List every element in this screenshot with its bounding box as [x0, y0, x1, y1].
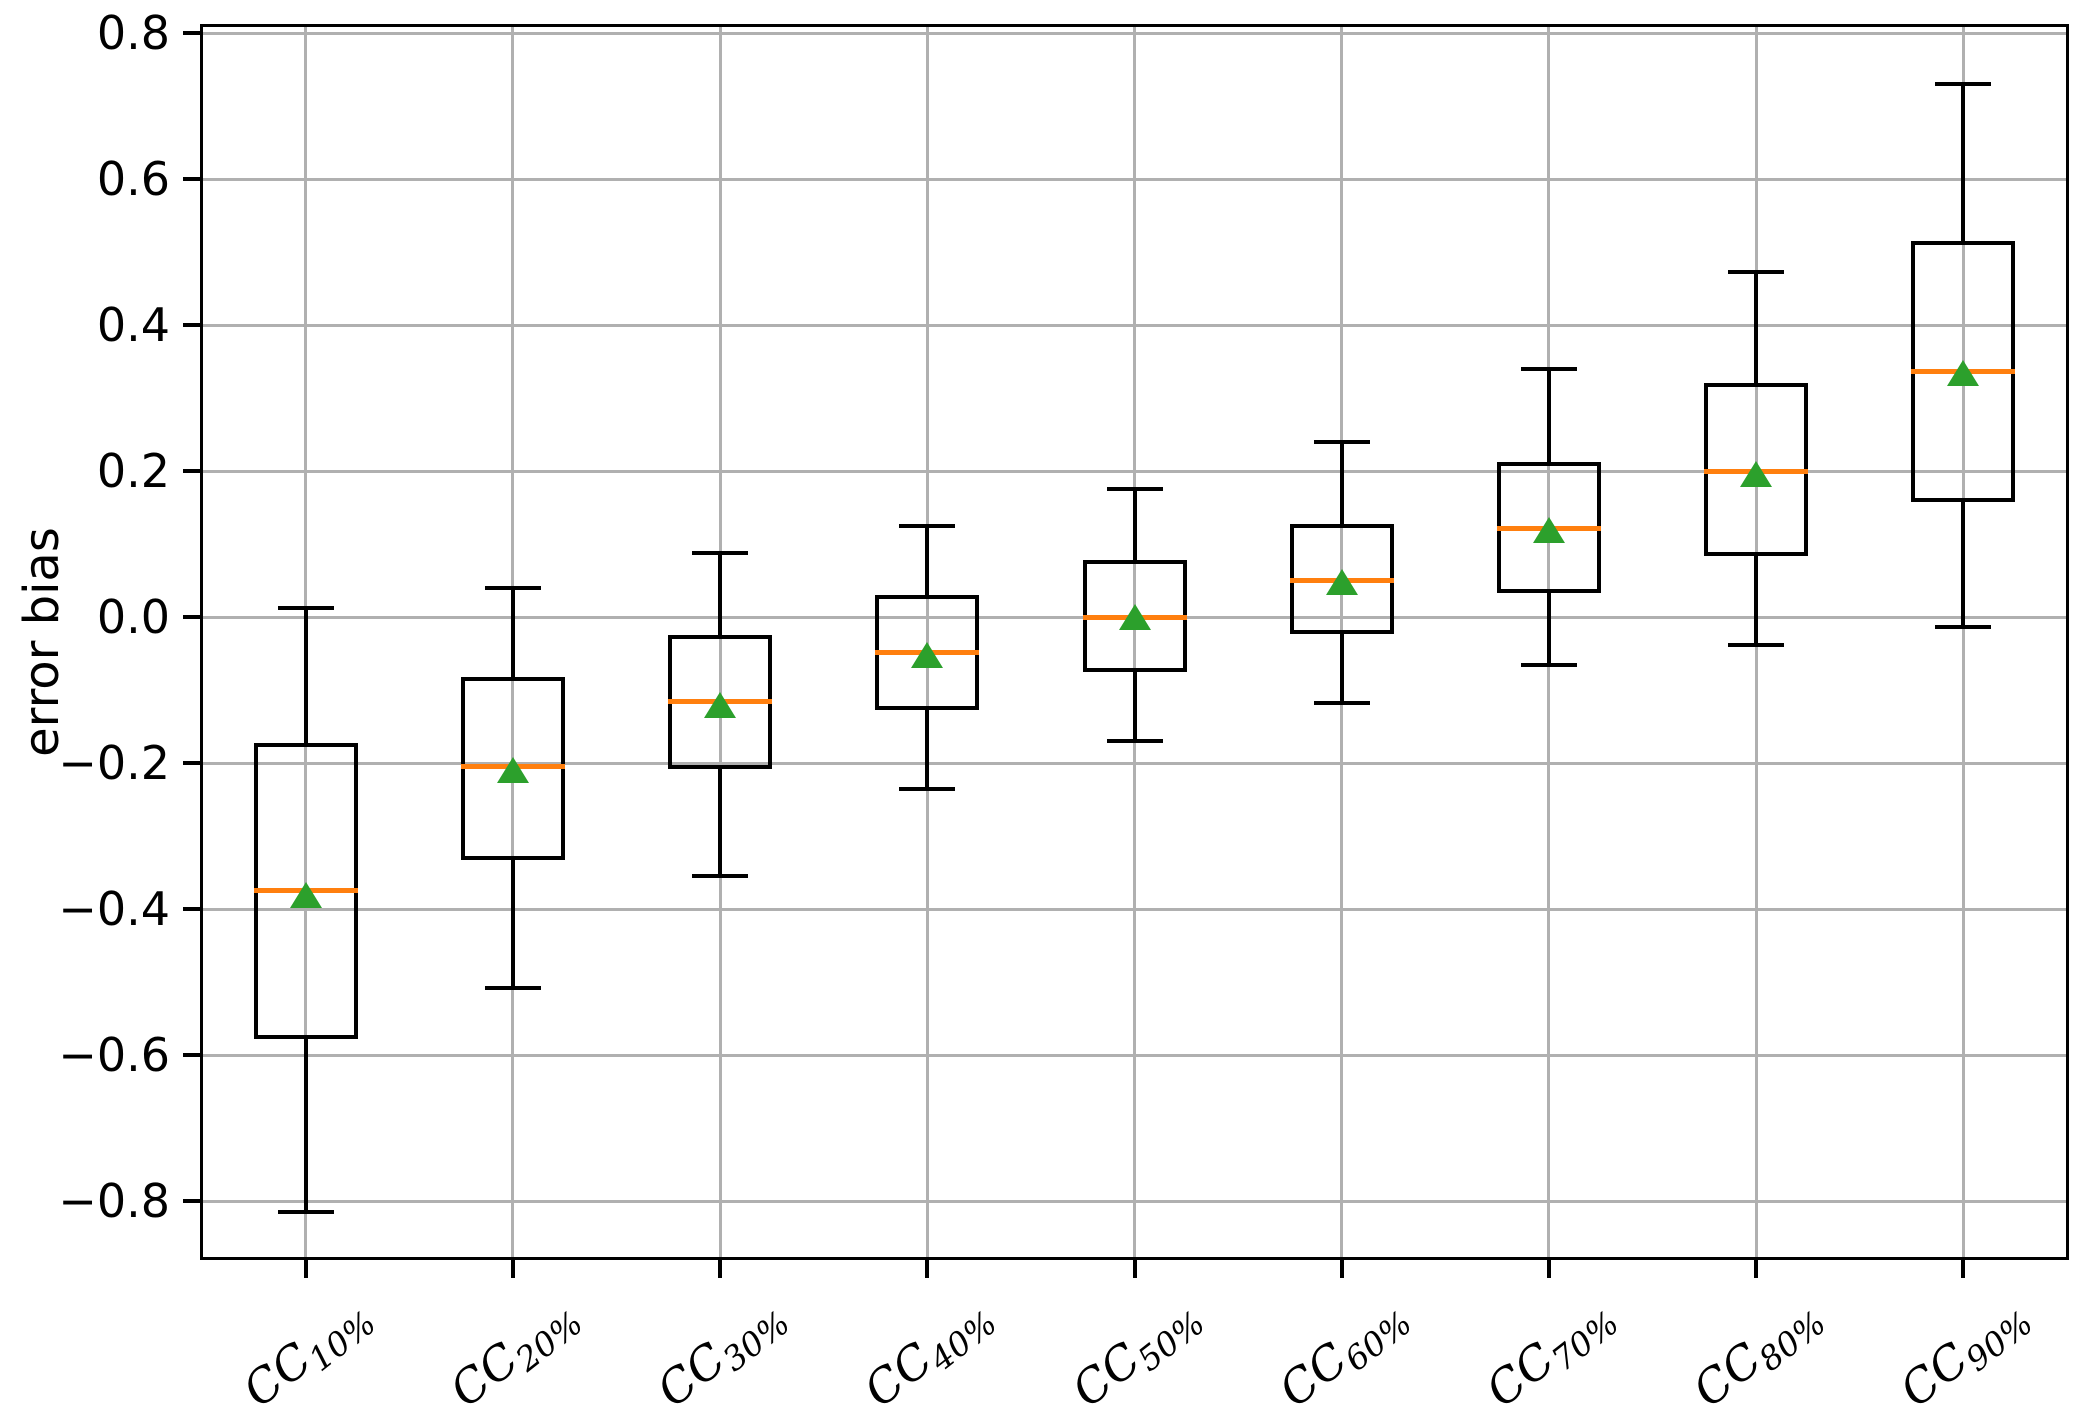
y-tick-label: 0.6 [96, 152, 170, 207]
lower-whisker [1132, 669, 1137, 742]
lower-whisker [510, 858, 515, 988]
lower-whisker-cap [899, 786, 956, 791]
mean-marker-icon [1532, 516, 1565, 543]
y-tick [183, 177, 202, 182]
y-tick-label: −0.4 [58, 882, 170, 937]
x-tick-label: CC30% [647, 1286, 797, 1418]
y-tick [183, 1199, 202, 1204]
x-tick [925, 1260, 930, 1278]
y-tick-label: −0.8 [58, 1174, 170, 1229]
lower-whisker-cap [1520, 663, 1577, 668]
mean-marker-icon [911, 642, 944, 669]
y-tick [183, 907, 202, 912]
lower-whisker [718, 766, 723, 877]
upper-whisker [1132, 488, 1137, 563]
x-grid-line [1961, 26, 1965, 1258]
lower-whisker [1339, 631, 1344, 704]
x-tick [510, 1260, 515, 1278]
upper-whisker-cap [1728, 269, 1785, 274]
upper-whisker-cap [1313, 440, 1370, 445]
mean-marker-icon [1947, 359, 1980, 386]
upper-whisker [1339, 442, 1344, 526]
y-axis-label: error bias [14, 527, 70, 757]
x-tick [303, 1260, 308, 1278]
lower-whisker [1961, 500, 1966, 627]
lower-whisker-cap [1935, 624, 1992, 629]
mean-marker-icon [1325, 569, 1358, 596]
y-tick [183, 469, 202, 474]
upper-whisker [303, 608, 308, 745]
upper-whisker [1754, 271, 1759, 386]
upper-whisker-cap [899, 523, 956, 528]
y-tick-label: 0.8 [96, 6, 170, 61]
y-tick [183, 615, 202, 620]
y-tick-label: 0.4 [96, 298, 170, 353]
x-tick [1961, 1260, 1966, 1278]
lower-whisker-cap [1106, 739, 1163, 744]
x-tick-label: CC40% [854, 1286, 1004, 1418]
upper-whisker-cap [1520, 367, 1577, 372]
x-tick-label: CC20% [440, 1286, 590, 1418]
y-tick-label: 0.0 [96, 590, 170, 645]
x-tick-label: CC10% [232, 1286, 382, 1418]
y-tick-label: 0.2 [96, 444, 170, 499]
lower-whisker [1546, 590, 1551, 666]
y-tick [183, 31, 202, 36]
mean-marker-icon [496, 757, 529, 784]
x-tick-label: CC80% [1683, 1286, 1833, 1418]
lower-whisker [303, 1036, 308, 1212]
y-tick [183, 1053, 202, 1058]
y-tick-label: −0.6 [58, 1028, 170, 1083]
x-tick-label: CC50% [1061, 1286, 1211, 1418]
lower-whisker [1754, 554, 1759, 645]
lower-whisker-cap [692, 874, 749, 879]
mean-marker-icon [289, 881, 322, 908]
upper-whisker [925, 525, 930, 598]
upper-whisker-cap [1935, 81, 1992, 86]
upper-whisker [510, 587, 515, 680]
x-tick [1339, 1260, 1344, 1278]
mean-marker-icon [1740, 461, 1773, 488]
x-tick-label: CC60% [1268, 1286, 1418, 1418]
upper-whisker-cap [484, 585, 541, 590]
upper-whisker-cap [277, 606, 334, 611]
upper-whisker-cap [692, 550, 749, 555]
x-grid-line [1133, 26, 1136, 1258]
x-grid-line [718, 26, 722, 1258]
x-tick [1546, 1260, 1551, 1278]
y-tick [183, 761, 202, 766]
upper-whisker-cap [1106, 486, 1163, 491]
x-tick [718, 1260, 723, 1278]
x-tick-label: CC90% [1890, 1286, 2040, 1418]
x-tick [1132, 1260, 1137, 1278]
lower-whisker-cap [1728, 642, 1785, 647]
upper-whisker [1961, 83, 1966, 243]
lower-whisker-cap [484, 985, 541, 990]
y-tick [183, 323, 202, 328]
lower-whisker-cap [1313, 701, 1370, 706]
x-grid-line [925, 26, 929, 1258]
lower-whisker-cap [277, 1210, 334, 1215]
y-tick-label: −0.2 [58, 736, 170, 791]
x-tick-label: CC70% [1476, 1286, 1626, 1418]
lower-whisker [925, 708, 930, 789]
upper-whisker [718, 552, 723, 637]
upper-whisker [1546, 369, 1551, 464]
x-tick [1754, 1260, 1759, 1278]
mean-marker-icon [704, 691, 737, 718]
mean-marker-icon [1118, 604, 1151, 631]
